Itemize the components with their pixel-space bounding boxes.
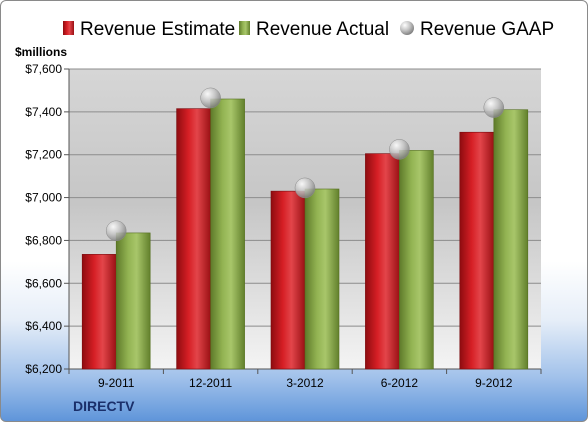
legend-label-actual: Revenue Actual	[256, 19, 389, 40]
y-tick-label: $7,600	[25, 62, 62, 76]
bars	[81, 98, 529, 370]
legend-label-estimate: Revenue Estimate	[80, 19, 235, 40]
x-tick-label: 9-2012	[475, 376, 513, 390]
bar-revenue-estimate	[176, 108, 211, 370]
company-name: DIRECTV	[73, 398, 135, 414]
x-tick-label: 9-2011	[98, 376, 135, 390]
x-tick-label: 12-2011	[189, 376, 232, 390]
marker-revenue-gaap	[294, 177, 316, 199]
legend-swatch-actual	[239, 21, 250, 35]
bar-revenue-actual	[210, 98, 245, 370]
y-tick-label: $7,200	[25, 148, 62, 162]
y-tick-label: $6,800	[25, 233, 62, 247]
marker-revenue-gaap	[105, 220, 127, 242]
x-tick-label: 3-2012	[286, 376, 324, 390]
axes: $6,200 $6,400 $6,600 $6,800 $7,000 $7,200 $7,4…	[25, 62, 542, 390]
y-tick-label: $6,200	[25, 362, 62, 376]
y-tick-label: $6,600	[25, 276, 62, 290]
bar-revenue-estimate	[270, 190, 306, 370]
marker-revenue-gaap	[389, 139, 410, 160]
y-tick-label: $7,000	[25, 191, 62, 205]
bar-revenue-actual	[115, 232, 151, 370]
gaap-markers	[105, 87, 505, 242]
bar-revenue-estimate	[365, 153, 400, 370]
bar-revenue-actual	[493, 109, 529, 370]
bar-revenue-actual	[304, 188, 340, 370]
marker-revenue-gaap	[200, 87, 221, 109]
y-axis-unit-label: $millions	[15, 45, 67, 59]
legend-swatch-gaap	[400, 21, 414, 35]
legend: Revenue Estimate Revenue Actual Revenue …	[63, 19, 554, 40]
bar-revenue-estimate	[81, 254, 117, 370]
legend-swatch-estimate	[63, 21, 74, 35]
x-tick-label: 6-2012	[381, 376, 419, 390]
bar-revenue-actual	[399, 150, 434, 370]
bar-revenue-estimate	[459, 131, 495, 370]
legend-label-gaap: Revenue GAAP	[420, 19, 554, 40]
y-tick-label: $6,400	[25, 319, 62, 333]
y-tick-label: $7,400	[25, 105, 62, 119]
marker-revenue-gaap	[483, 97, 505, 118]
